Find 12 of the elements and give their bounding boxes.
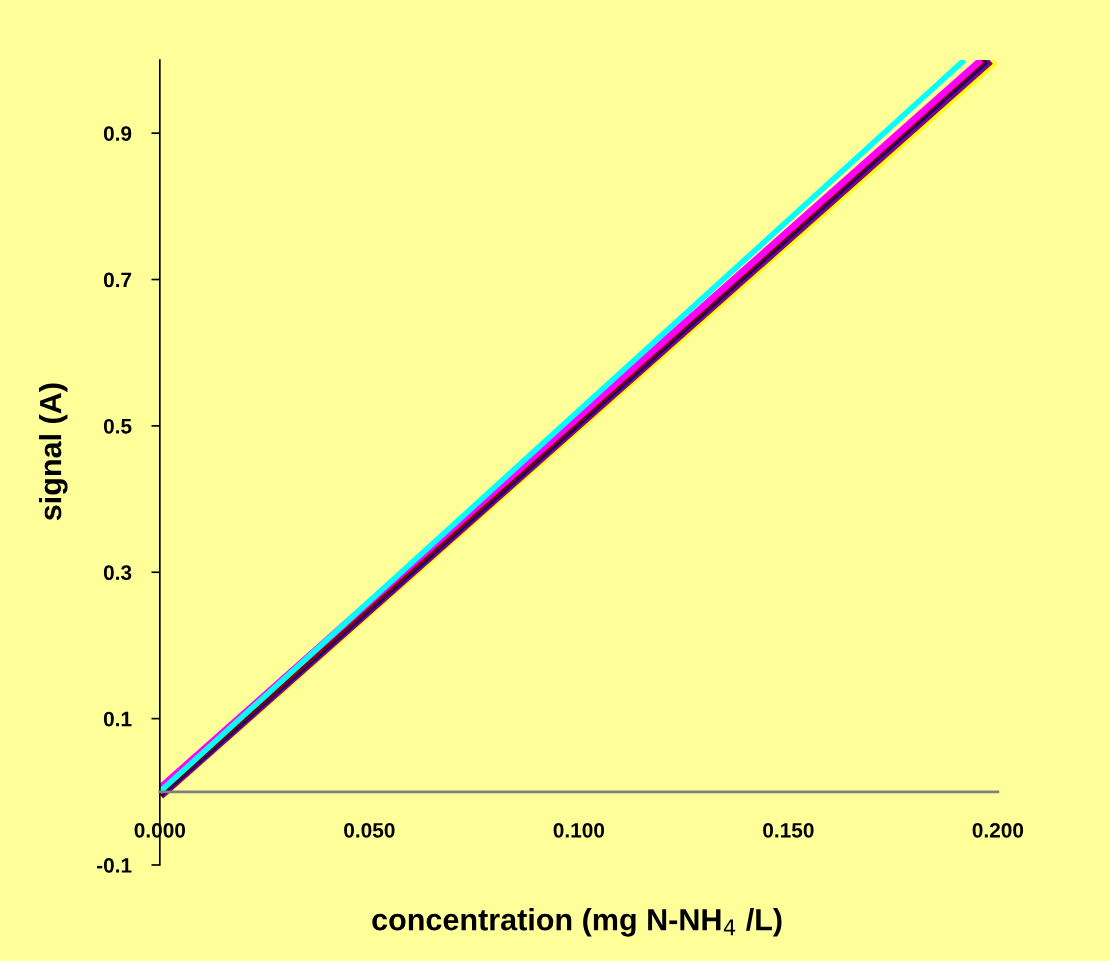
x-axis-title: concentration (mg N-NH$_{4}$ /L) bbox=[372, 908, 782, 937]
y-tick-label: 0.5 bbox=[103, 418, 132, 434]
y-tick-label: 0.1 bbox=[103, 711, 132, 727]
y-tick-label: 0.7 bbox=[103, 272, 132, 288]
y-axis-title: signal (A) bbox=[38, 383, 68, 521]
x-tick-label: 0.100 bbox=[553, 822, 605, 838]
x-tick-label: 0.200 bbox=[972, 822, 1024, 838]
x-tick-label: 0.150 bbox=[763, 822, 814, 838]
y-tick-label: 0.9 bbox=[103, 126, 132, 141]
y-tick-label: -0.1 bbox=[96, 858, 132, 873]
y-tick-label: 0.3 bbox=[103, 565, 132, 581]
x-tick-label: 0.050 bbox=[344, 822, 395, 838]
